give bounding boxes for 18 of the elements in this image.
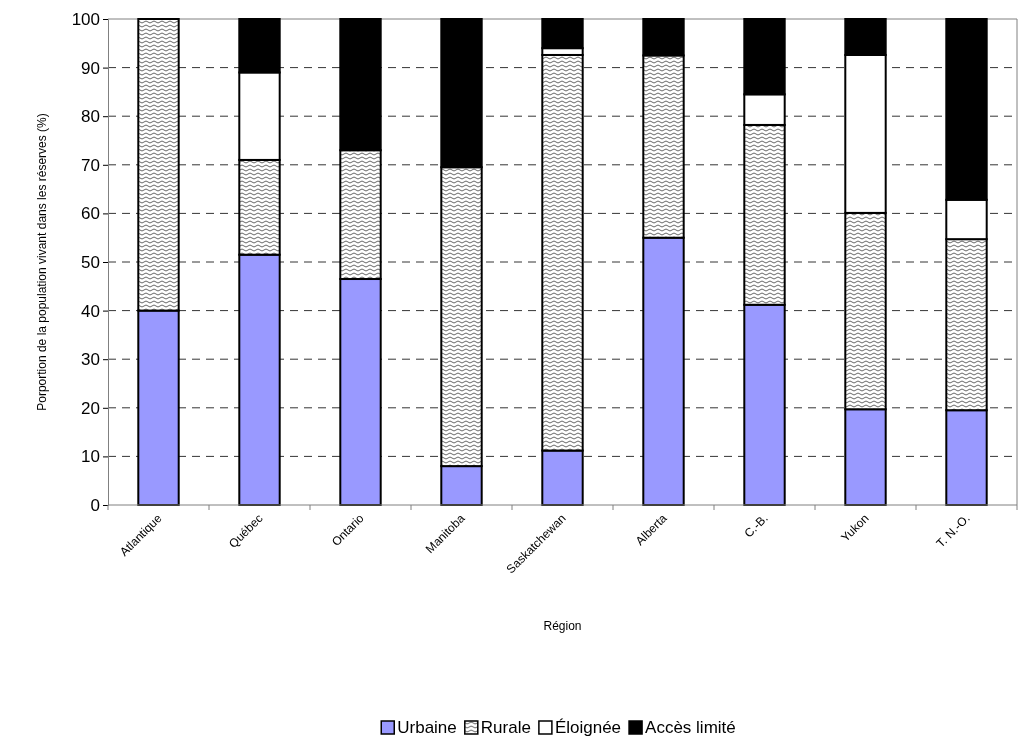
legend-label: Rurale <box>480 718 531 737</box>
y-tick-label: 60 <box>81 204 100 224</box>
legend-label: Éloignée <box>554 718 622 737</box>
y-tick-label: 10 <box>81 447 100 467</box>
y-tick-label: 40 <box>81 301 100 321</box>
x-axis-title: Région <box>543 619 582 633</box>
y-tick-label: 30 <box>81 350 100 370</box>
y-tick-label: 70 <box>81 155 100 175</box>
legend-label: Urbaine <box>397 718 457 737</box>
y-tick-label: 100 <box>71 9 100 29</box>
legend-label: Accès limité <box>645 718 736 737</box>
y-tick-label: 20 <box>81 398 100 418</box>
y-tick-label: 50 <box>81 252 100 272</box>
y-axis-title: Porportion de la population vivant dans les réserves (%) <box>35 113 49 411</box>
y-tick-label: 80 <box>81 107 100 127</box>
y-tick-label: 0 <box>90 495 100 515</box>
x-tick-label: C.-B. <box>741 511 771 541</box>
y-tick-label: 90 <box>81 58 100 78</box>
